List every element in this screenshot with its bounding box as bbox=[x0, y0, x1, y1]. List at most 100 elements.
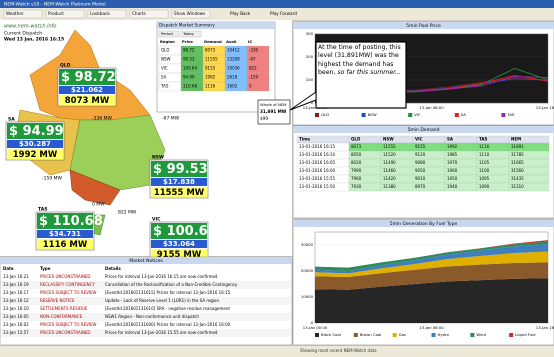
y-tick-label: 30000 bbox=[301, 242, 314, 247]
notice-cell: Prices for interval 13-Jan-2016 15:55 ar… bbox=[105, 330, 218, 335]
x-tick-label: 13-Jan 08:00 bbox=[419, 105, 444, 110]
y-tick-label: 200 bbox=[306, 54, 314, 59]
menu-button[interactable] bbox=[171, 9, 211, 19]
legend-swatch bbox=[454, 113, 459, 117]
demand-cell-text: 7960 bbox=[351, 176, 362, 181]
legend-label: VIC bbox=[414, 112, 421, 117]
nem-demand: 31,891 MW bbox=[260, 109, 287, 114]
notices-header: Date bbox=[3, 266, 14, 271]
callout-main: At the time of posting, this level (31,8… bbox=[318, 44, 401, 77]
y-tick-label: 300 bbox=[306, 31, 314, 36]
notice-row[interactable] bbox=[1, 313, 291, 321]
summary-tab[interactable] bbox=[180, 30, 202, 38]
demand-header: TAS bbox=[479, 137, 488, 142]
area bbox=[315, 241, 548, 271]
notice-cell: NSW1 Region - Non-conformance unit dispa… bbox=[105, 314, 199, 319]
menu-label: Show Windows bbox=[174, 11, 205, 16]
interconnector-flow: 822 MW bbox=[118, 210, 137, 216]
notice-cell: NON-CONFORMANCE bbox=[40, 314, 83, 319]
toolbar-button: Play Back bbox=[230, 11, 251, 16]
summary-header: Price bbox=[182, 39, 193, 44]
menu-button[interactable] bbox=[129, 9, 169, 19]
notice-row[interactable] bbox=[1, 289, 291, 297]
menu-button[interactable] bbox=[3, 9, 43, 19]
notice-cell: 13-Jan 16:05 bbox=[3, 314, 29, 319]
fcas-cell bbox=[151, 178, 207, 186]
callout-pointer bbox=[289, 91, 317, 111]
legend-label: Black Coal bbox=[321, 332, 341, 337]
region-fcas: $30.287 bbox=[19, 140, 51, 148]
region-price: $ 110.68 bbox=[39, 214, 103, 229]
callout bbox=[315, 41, 407, 109]
demand-header: NSW bbox=[383, 137, 394, 142]
notice-row[interactable] bbox=[1, 297, 291, 305]
summary-cell-text: 10412 bbox=[227, 48, 240, 53]
notice-cell: PRICES SUBJECT TO REVIEW bbox=[40, 290, 97, 295]
summary-cell-text: 11555 bbox=[205, 57, 218, 62]
legend-swatch bbox=[353, 333, 358, 337]
legend-label: NSW bbox=[368, 112, 377, 117]
callout-text: At the time of posting, this level (31,8… bbox=[318, 44, 404, 77]
demand-cell-text: 1095 bbox=[479, 176, 490, 181]
notice-row[interactable] bbox=[1, 321, 291, 329]
summary-cell-text: 1992 bbox=[205, 75, 216, 80]
status-bar bbox=[0, 346, 554, 357]
demand-cell-text: 11420 bbox=[383, 176, 396, 181]
status-text: Showing most recent NEM-Watch data bbox=[300, 348, 377, 353]
notice-row[interactable] bbox=[1, 329, 291, 337]
summary-tab-label: Period bbox=[161, 31, 173, 36]
price-cell bbox=[59, 69, 115, 85]
area bbox=[315, 240, 548, 268]
region-demand: 11555 MW bbox=[154, 188, 205, 198]
demand-cell-text: 8050 bbox=[351, 152, 362, 157]
demand-cell-text: 7990 bbox=[351, 168, 362, 173]
legend-swatch bbox=[392, 333, 397, 337]
summary-cell-text: TAS bbox=[160, 84, 169, 89]
y-tick-label: 0 bbox=[311, 320, 314, 325]
summary-title: Dispatch Market Summary bbox=[159, 23, 215, 28]
area bbox=[315, 251, 548, 277]
fcas-cell bbox=[37, 230, 93, 238]
notice-cell: 13-Jan 16:19 bbox=[3, 282, 29, 287]
notice-row[interactable] bbox=[1, 281, 291, 289]
demand-cell-text: 9080 bbox=[415, 160, 426, 165]
summary-cell-text: -336 bbox=[249, 48, 259, 53]
demand-cell-text: 13-01-2016 16:05 bbox=[299, 160, 336, 165]
x-tick-label: 13-Jan 00:00 bbox=[303, 325, 328, 330]
summary-header: IC bbox=[248, 39, 252, 44]
notice-row[interactable] bbox=[1, 305, 291, 313]
demand-cell-text: 9050 bbox=[415, 168, 426, 173]
summary-cell-text: NSW bbox=[161, 57, 171, 62]
menu-button[interactable] bbox=[87, 9, 127, 19]
demand-header: Time bbox=[299, 137, 310, 142]
summary-cell-text: 10036 bbox=[227, 66, 240, 71]
notice-cell: RESERVE NOTICE bbox=[40, 298, 75, 303]
x-tick-label: 13-Jan 08:00 bbox=[419, 325, 444, 330]
demand-cell-text: 9155 bbox=[415, 144, 426, 149]
legend-label: Hydro bbox=[438, 332, 450, 337]
summary-cell-text: 1602 bbox=[227, 84, 238, 89]
interconnector-flow: -67 MW bbox=[162, 116, 180, 122]
logo: www.nem-watch.info bbox=[4, 24, 56, 30]
region-demand: 8073 MW bbox=[65, 96, 110, 106]
summary-cell-text: 9155 bbox=[205, 66, 216, 71]
demand-cell-text: 13-01-2016 16:10 bbox=[299, 152, 336, 157]
nem-price: $99 bbox=[260, 116, 268, 121]
region-price: $ 100.64 bbox=[153, 224, 217, 239]
summary-cell bbox=[246, 81, 270, 92]
region-price: $ 94.99 bbox=[9, 124, 64, 139]
summary-cell-text: 0 bbox=[249, 84, 252, 89]
chart-title: 5min Pool Price bbox=[406, 23, 441, 29]
window-title: NEM-Watch v10 - NEM-Watch Platinum Model bbox=[4, 2, 106, 8]
summary-tab[interactable] bbox=[158, 30, 180, 38]
menu-label: Charts bbox=[132, 11, 146, 16]
legend-label: Wind bbox=[476, 332, 486, 337]
notice-row[interactable] bbox=[1, 273, 291, 281]
menu-button[interactable] bbox=[45, 9, 85, 19]
legend-swatch bbox=[315, 333, 319, 337]
summary-header: Demand bbox=[204, 39, 222, 44]
chart-titlebar bbox=[293, 220, 554, 227]
summary-cell-text: SA bbox=[161, 75, 167, 80]
legend-swatch bbox=[315, 113, 319, 117]
price-cell bbox=[151, 223, 207, 239]
